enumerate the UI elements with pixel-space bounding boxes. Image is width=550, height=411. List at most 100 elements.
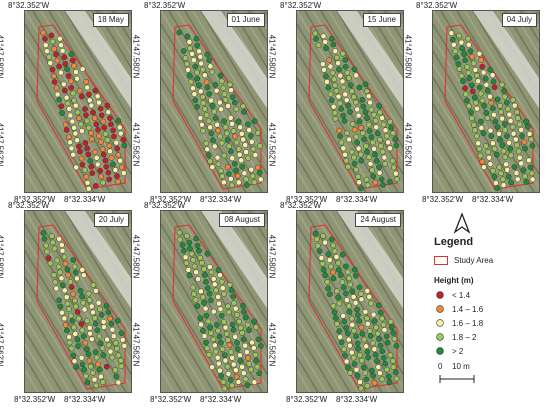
tree-height-point	[203, 312, 210, 319]
tree-height-point	[68, 84, 75, 91]
tree-height-point	[385, 373, 392, 380]
tree-height-point	[82, 339, 89, 346]
tree-height-point	[88, 102, 95, 109]
tree-height-point	[241, 109, 247, 115]
tree-height-point	[188, 78, 194, 85]
tree-height-point	[100, 352, 107, 358]
tree-height-point	[377, 109, 383, 116]
tree-height-point	[346, 136, 352, 143]
tree-height-point	[362, 109, 369, 115]
map-panel: 8°32.352'W 8°32.334'W 8°32.352'W 41°47.580'…	[0, 1, 146, 211]
tree-height-point	[238, 130, 245, 137]
tree-height-point	[59, 110, 65, 116]
tree-height-point	[467, 48, 474, 54]
tree-height-point	[41, 236, 48, 242]
tree-height-point	[523, 118, 530, 125]
tree-height-point	[501, 121, 508, 127]
tree-height-point	[48, 233, 55, 240]
tree-height-point	[489, 72, 496, 79]
tree-height-point	[183, 260, 190, 266]
tree-height-point	[238, 157, 245, 164]
tree-height-point	[189, 51, 195, 57]
tree-height-point	[58, 69, 64, 76]
tree-height-point	[96, 333, 103, 340]
crop-row	[336, 11, 403, 123]
tree-height-point	[226, 282, 233, 288]
tree-height-point	[214, 354, 221, 361]
tree-height-point	[351, 154, 357, 161]
tree-height-point	[198, 288, 204, 295]
tree-height-point	[51, 79, 58, 85]
tree-height-point	[64, 300, 71, 307]
crop-row	[297, 222, 399, 392]
crop-row	[184, 211, 267, 349]
tree-height-point	[343, 324, 350, 331]
tree-height-point	[232, 333, 239, 340]
tree-height-point	[197, 315, 204, 322]
tree-height-point	[75, 343, 81, 349]
tree-height-point	[346, 75, 352, 81]
tree-height-point	[212, 342, 218, 349]
tree-height-point	[337, 334, 344, 340]
tree-height-point	[75, 315, 82, 322]
crop-row	[88, 11, 131, 83]
tree-height-point	[349, 321, 356, 328]
crop-row	[376, 211, 403, 256]
tree-height-point	[233, 139, 240, 146]
tree-height-point	[521, 139, 528, 145]
tree-height-point	[498, 109, 504, 115]
tree-height-point	[522, 145, 528, 152]
tree-height-point	[105, 109, 112, 115]
tree-height-point	[333, 87, 340, 94]
tree-height-point	[85, 151, 92, 158]
tree-height-point	[243, 149, 250, 155]
tree-height-point	[351, 93, 357, 100]
crop-row	[297, 302, 351, 392]
crop-row	[297, 22, 399, 192]
lat-label-top: 41°47.580'N	[0, 34, 5, 79]
tree-height-point	[229, 182, 235, 189]
tree-height-point	[42, 42, 49, 49]
tree-height-point	[115, 352, 122, 359]
tree-height-point	[253, 324, 259, 331]
crop-row	[433, 102, 487, 192]
tree-height-point	[357, 352, 363, 359]
tree-height-point	[366, 154, 372, 161]
tree-height-point	[338, 106, 344, 112]
tree-height-point	[78, 354, 85, 361]
tree-height-point	[249, 173, 256, 179]
tree-height-point	[345, 102, 352, 109]
tree-height-point	[370, 173, 377, 180]
tree-height-point	[98, 373, 104, 380]
crop-row	[297, 89, 359, 192]
tree-height-point	[355, 173, 362, 180]
tree-height-point	[76, 87, 83, 94]
date-label: 15 June	[362, 13, 401, 27]
tree-height-point	[355, 145, 362, 152]
tree-height-point	[374, 130, 381, 137]
tree-height-point	[332, 315, 339, 321]
tree-height-point	[74, 336, 81, 343]
tree-height-point	[185, 267, 192, 273]
tree-height-point	[92, 315, 98, 321]
lon-label-bottom-left: 8°32.352'W	[14, 195, 56, 204]
tree-height-point	[459, 45, 465, 52]
tree-height-point	[325, 84, 332, 91]
tree-height-point	[220, 379, 227, 385]
tree-height-point	[68, 51, 75, 57]
tree-height-point	[340, 313, 347, 319]
legend: Legend Study Area Height (m) < 1.4 1.4 – …	[428, 210, 546, 400]
study-area-boundary	[172, 24, 262, 190]
tree-height-point	[330, 242, 337, 249]
tree-height-point	[79, 267, 86, 273]
tree-height-point	[512, 136, 519, 143]
tree-height-point	[108, 320, 115, 327]
tree-height-point	[78, 93, 85, 100]
tree-height-point	[460, 78, 466, 85]
tree-height-point	[216, 333, 223, 340]
tree-height-point	[190, 257, 197, 263]
tree-height-point	[194, 75, 201, 82]
tree-height-point	[100, 318, 107, 325]
tree-height-point	[340, 284, 347, 291]
tree-height-point	[356, 179, 362, 186]
